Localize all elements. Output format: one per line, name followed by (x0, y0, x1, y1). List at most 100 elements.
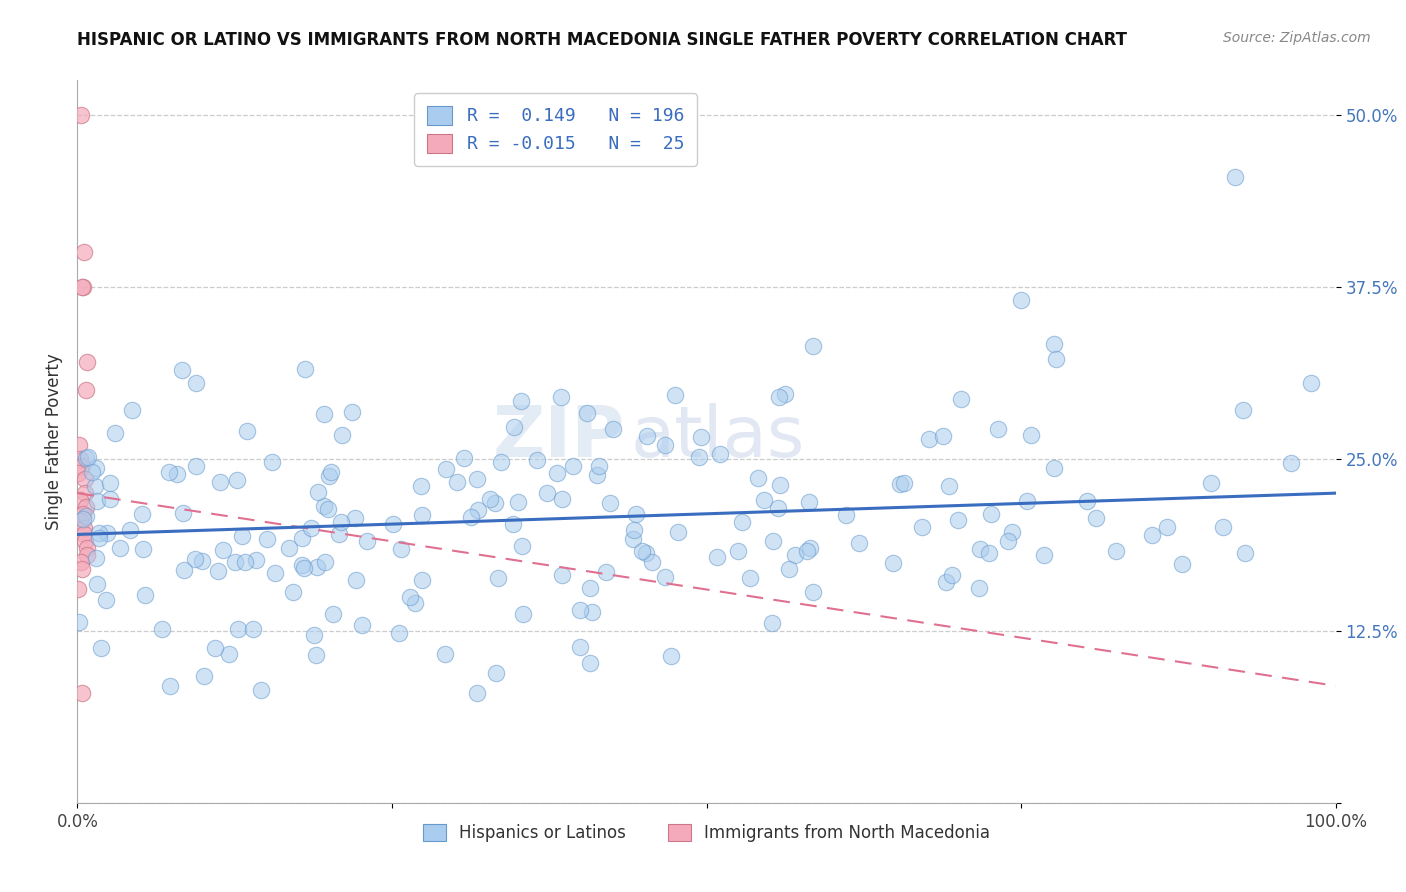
Point (166, 467, 188, 481)
Point (551, 491, 574, 506)
Point (226, 622, 249, 636)
Point (586, 468, 609, 483)
Point (664, 388, 686, 402)
Point (654, 438, 676, 452)
Point (98, 492, 121, 507)
Point (602, 421, 624, 435)
Point (893, 475, 915, 490)
Point (434, 462, 457, 476)
Point (941, 568, 963, 582)
Point (690, 430, 713, 444)
Point (121, 403, 143, 417)
Point (935, 574, 957, 589)
Point (191, 554, 214, 568)
Point (294, 361, 316, 376)
Point (204, 641, 226, 656)
Point (69, 514, 91, 528)
Point (184, 551, 207, 566)
Point (987, 422, 1010, 436)
Point (150, 623, 173, 637)
Point (562, 458, 585, 473)
Point (882, 556, 904, 570)
Point (512, 607, 534, 621)
Point (918, 432, 941, 446)
Point (1076, 493, 1098, 508)
Point (76, 541, 98, 556)
Point (411, 508, 433, 522)
Point (186, 376, 208, 390)
Point (67, 438, 90, 452)
Point (131, 542, 153, 557)
Point (94, 593, 117, 607)
Legend: Hispanics or Latinos, Immigrants from North Macedonia: Hispanics or Latinos, Immigrants from No… (416, 817, 997, 848)
Point (575, 405, 598, 419)
Point (434, 647, 457, 661)
Point (485, 666, 508, 681)
Point (1156, 520, 1178, 534)
Point (797, 495, 820, 509)
Point (1212, 520, 1234, 534)
Point (709, 447, 731, 461)
Point (72, 279, 94, 293)
Point (773, 386, 796, 401)
Point (69, 108, 91, 122)
Point (1232, 402, 1254, 417)
Point (70, 686, 93, 700)
Point (330, 428, 353, 442)
Point (551, 568, 574, 582)
Point (250, 683, 273, 698)
Point (328, 526, 350, 541)
Point (1299, 376, 1322, 390)
Point (305, 648, 328, 662)
Point (299, 521, 322, 535)
Point (938, 478, 960, 492)
Point (77, 450, 100, 464)
Point (752, 492, 775, 507)
Point (75, 486, 97, 500)
Point (1105, 544, 1128, 558)
Point (291, 558, 314, 573)
Point (75, 451, 97, 466)
Point (446, 475, 468, 490)
Point (340, 405, 363, 419)
Point (75, 500, 97, 514)
Y-axis label: Single Father Poverty: Single Father Poverty (45, 353, 63, 530)
Point (727, 544, 749, 558)
Point (87, 526, 110, 541)
Point (536, 486, 558, 500)
Point (1010, 293, 1032, 308)
Point (761, 616, 783, 631)
Point (120, 523, 142, 537)
Point (783, 548, 806, 562)
Point (502, 517, 524, 532)
Point (278, 541, 301, 555)
Text: Source: ZipAtlas.com: Source: ZipAtlas.com (1223, 31, 1371, 45)
Point (630, 544, 652, 558)
Point (486, 571, 509, 585)
Point (292, 561, 315, 575)
Point (581, 605, 603, 619)
Point (90, 641, 112, 656)
Point (1170, 558, 1192, 572)
Point (82, 466, 104, 480)
Point (762, 534, 785, 549)
Point (506, 495, 529, 509)
Point (260, 455, 283, 469)
Text: atlas: atlas (631, 403, 806, 473)
Point (799, 541, 821, 555)
Point (236, 424, 259, 438)
Point (803, 339, 825, 353)
Point (526, 453, 548, 467)
Point (465, 686, 488, 700)
Point (747, 471, 769, 485)
Point (478, 491, 501, 506)
Point (157, 465, 180, 479)
Point (778, 562, 800, 576)
Point (356, 533, 378, 548)
Point (636, 546, 658, 560)
Point (659, 648, 682, 663)
Point (70, 562, 93, 576)
Point (489, 455, 512, 469)
Point (242, 623, 264, 637)
Point (73, 527, 96, 541)
